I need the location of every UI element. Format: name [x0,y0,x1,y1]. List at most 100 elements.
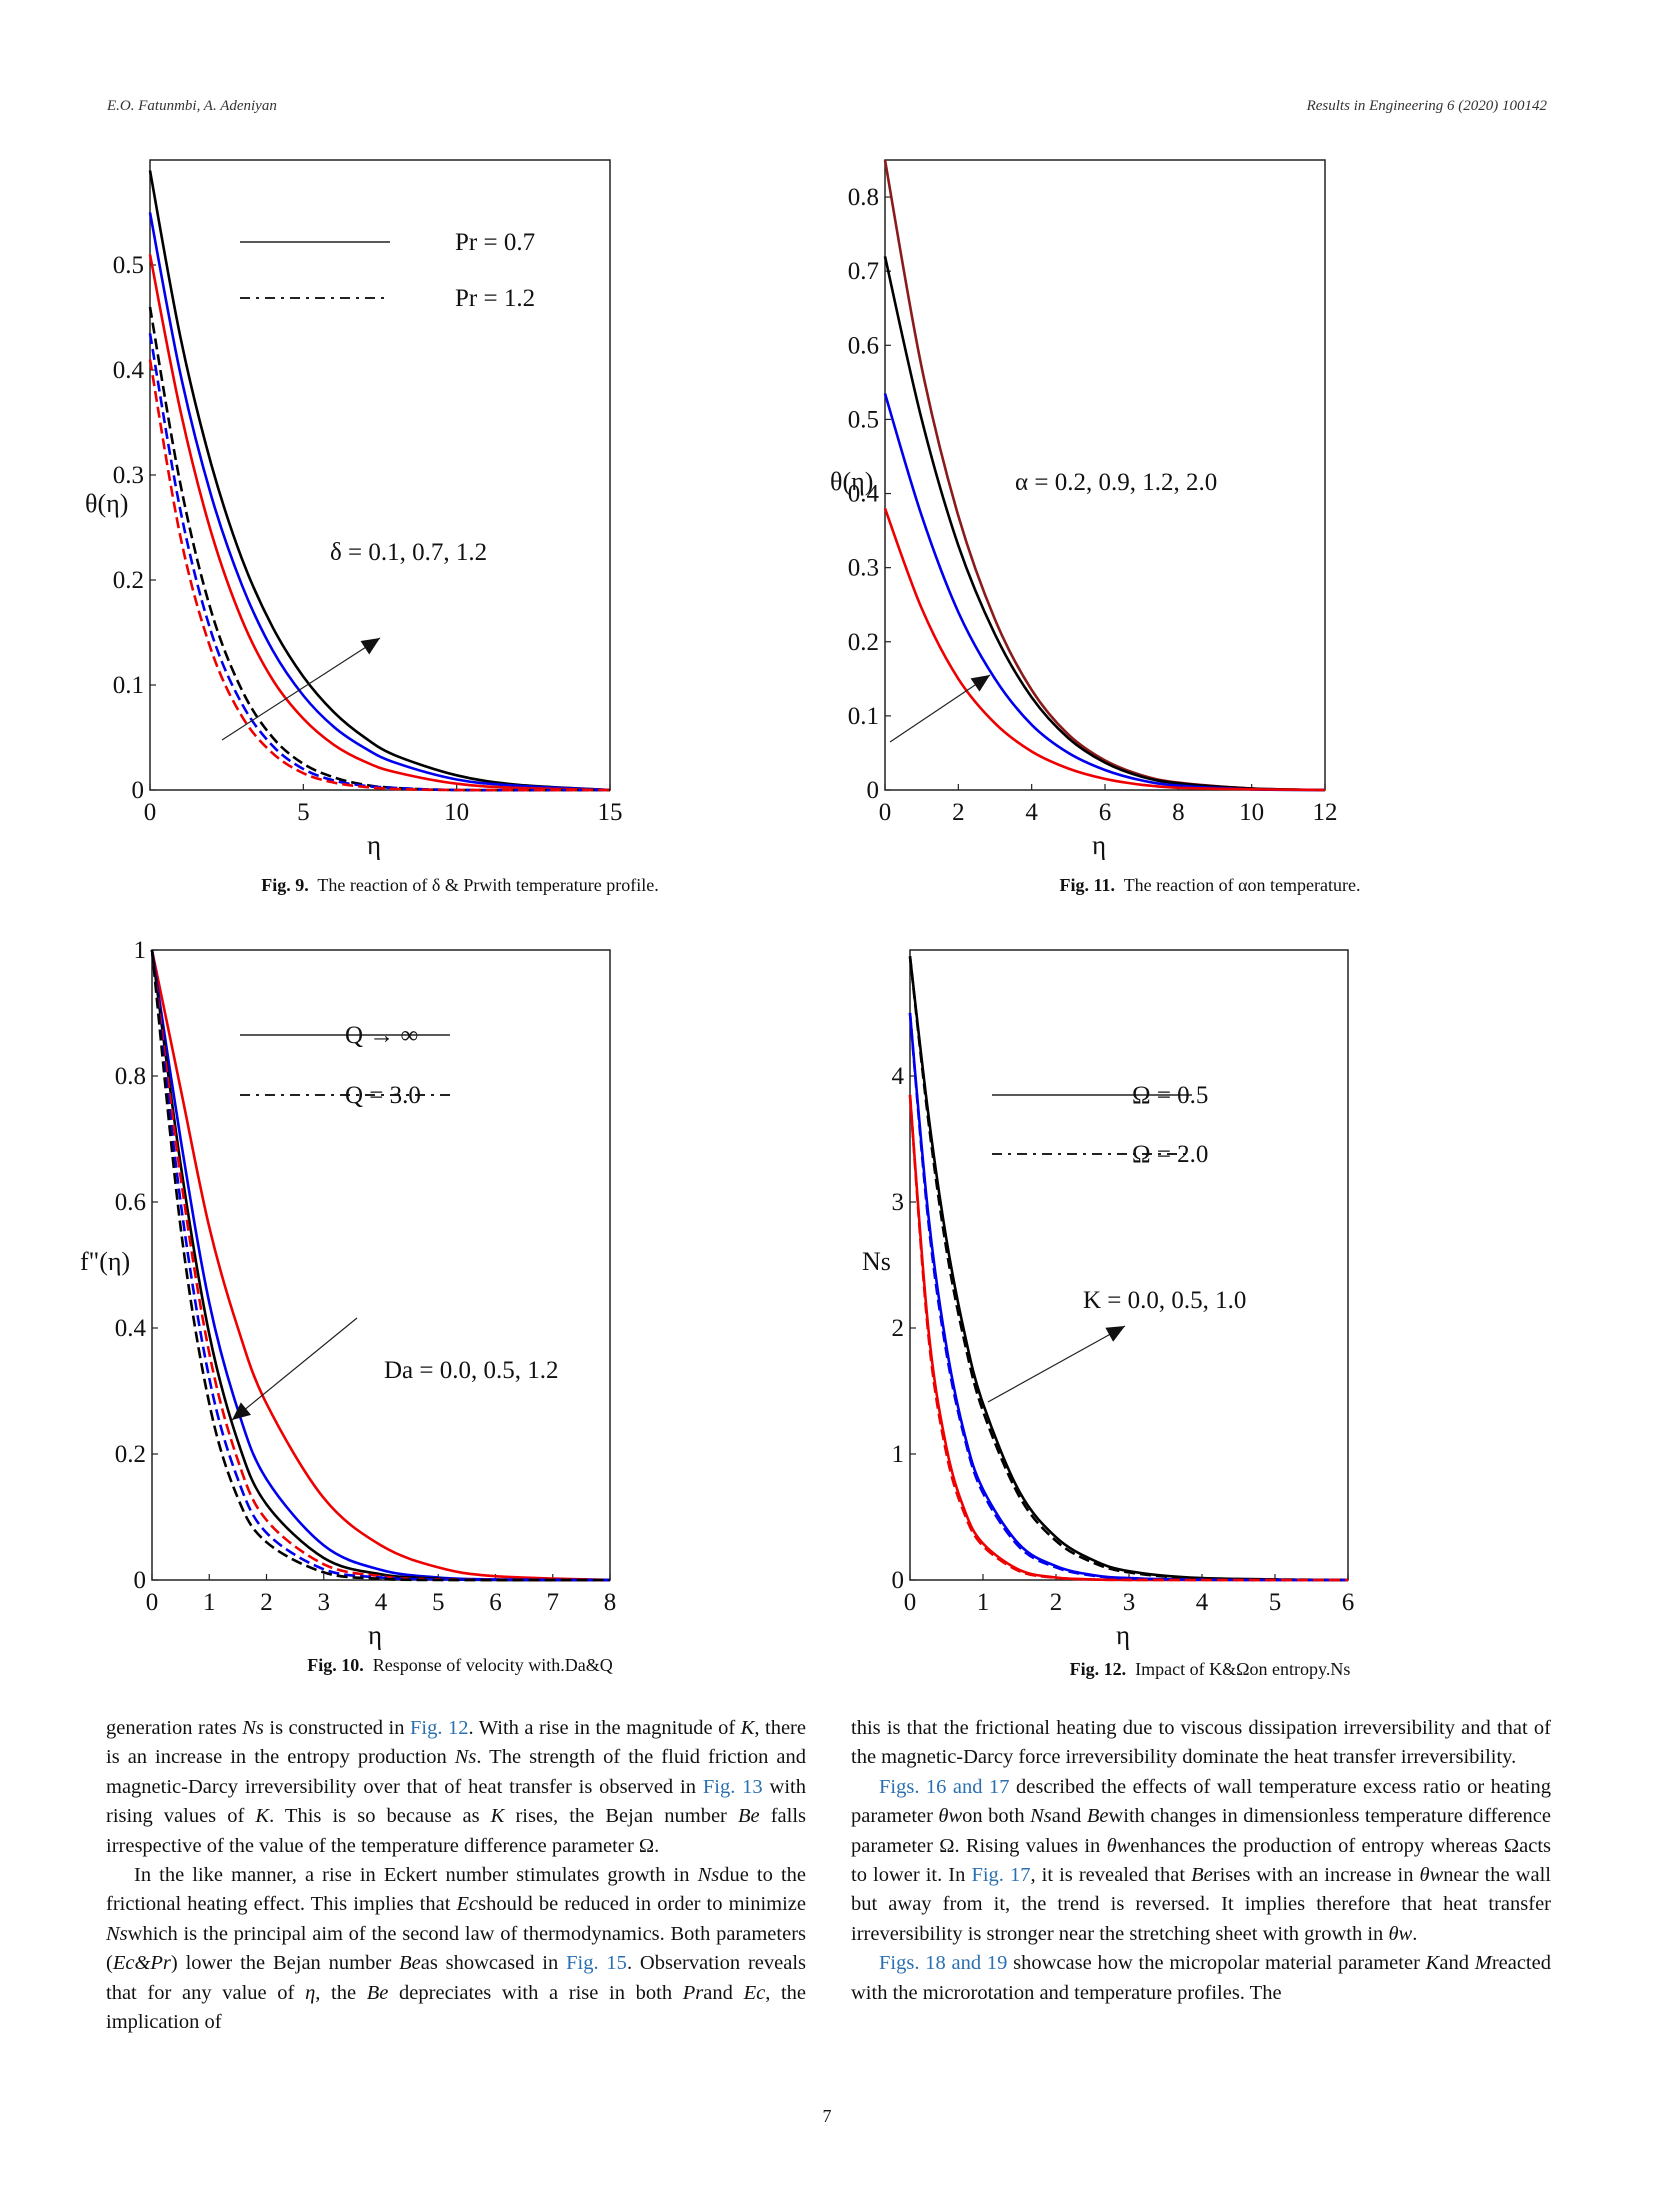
text-run: on both [962,1805,1031,1828]
y-tick-label: 2 [892,1315,905,1342]
text-run: near the wall but away from it, the tren… [851,1864,1551,1945]
text-run: In the like manner, a rise in Eckert num… [134,1864,698,1887]
trend-arrow-line [221,637,381,741]
text-run: . The strength of the fluid friction and… [106,1746,806,1798]
y-tick-label: 0 [132,777,145,804]
text-run: M [1474,1952,1492,1975]
text-run: reacted with the microrotation and tempe… [851,1952,1551,2004]
paragraph: Figs. 18 and 19 showcase how the micropo… [851,1949,1551,2008]
text-run: enhances the production of entropy where… [851,1834,1551,1887]
cross-reference-link[interactable]: Figs. 16 and 17 [879,1775,1010,1798]
x-tick-label: 2 [260,1589,273,1616]
y-tick-label: 0.8 [848,184,879,211]
series-line [883,393,1326,792]
y-tick-label: 0.7 [848,258,879,285]
x-tick-label: 6 [1099,799,1112,826]
paragraph: this is that the frictional heating due … [851,1714,1551,1773]
x-tick-label: 1 [203,1589,216,1616]
text-run: Be [1086,1805,1109,1828]
x-tick-label: 3 [1123,1589,1136,1616]
series-line [150,949,611,1582]
series-line [883,256,1326,792]
y-tick-label: 4 [892,1063,905,1090]
y-tick-label: 0 [892,1567,905,1594]
body-text-left-column: generation rates Ns is constructed in Fi… [106,1714,806,2037]
y-tick-label: 0.2 [848,629,879,656]
y-tick-label: 0.3 [113,462,144,489]
parameter-annotation: K = 0.0, 0.5, 1.0 [1083,1287,1246,1314]
cross-reference-link[interactable]: Fig. 13 [702,1775,763,1798]
text-run: generation rates [106,1717,243,1739]
figure-12-caption: Fig. 12. Impact of K&Ωon entropy.Ns [850,1659,1570,1680]
cross-reference-link[interactable]: Fig. 12 [409,1717,469,1739]
series-line [908,956,1349,1582]
text-run: Ec [743,1981,766,2004]
text-run: this is that the frictional heating due … [851,1717,1551,1769]
text-run: should be reduced in order to minimize [478,1893,807,1916]
plot-frame [909,949,1349,1581]
text-run: Ns [1030,1805,1052,1828]
x-tick-label: 4 [375,1589,388,1616]
figure-12-caption-label: Fig. 12. [1069,1659,1127,1679]
figure-10-caption: Fig. 10. Response of velocity with.Da&Q [100,1655,820,1676]
text-run: , the [315,1981,367,2004]
legend-dashed-label: Q = 3.0 [345,1082,421,1109]
figure-10: 0 1 2 3 4 5 6 7 8 0 0.2 0.4 0.6 0.8 1 η f"(η) Q → ∞ Q = 3.… [80,937,820,1660]
text-run: Be [399,1952,421,1975]
text-run: described the effects of wall temperatur… [851,1775,1551,1828]
text-run: . [1412,1922,1418,1945]
text-run: Be [1191,1864,1213,1887]
text-run: . With a rise in the magnitude of [468,1717,741,1739]
x-tick-label: 8 [604,1589,617,1616]
figure-10-caption-label: Fig. 10. [307,1655,364,1675]
x-tick-label: 8 [1172,799,1185,826]
text-run: θw [938,1805,963,1828]
text-run: K [255,1805,270,1828]
text-run: as showcased in [420,1952,567,1975]
trend-arrow-head [232,1402,252,1420]
y-tick-label: 0.8 [115,1063,146,1090]
y-tick-label: 0.6 [115,1189,146,1216]
running-header-authors: E.O. Fatunmbi, A. Adeniyan [107,98,277,114]
figure-10-plot: 0 1 2 3 4 5 6 7 8 0 0.2 0.4 0.6 0.8 1 η f"(η) Q → ∞ Q = 3.… [80,937,617,1650]
x-tick-label: 3 [318,1589,331,1616]
x-tick-label: 0 [146,1589,159,1616]
plot-frame [149,159,611,791]
legend-dashed-label: Ω = 2.0 [1132,1141,1208,1168]
text-run: which is the principal aim of the second… [106,1922,806,1975]
figure-11-caption-label: Fig. 11. [1059,875,1115,895]
cross-reference-link[interactable]: Fig. 17 [971,1864,1031,1887]
figure-12: 0 1 2 3 4 5 6 0 1 2 3 4 η Ns Ω = 0.5 Ω = 2.0 K = 0.0, 0.… [850,940,1570,1660]
figure-9-caption-label: Fig. 9. [261,875,309,895]
x-axis-label: η [368,1620,382,1650]
series-line [908,1094,1348,1582]
trend-arrow-head [360,638,380,655]
x-tick-label: 10 [1239,799,1264,826]
series-line [150,949,611,1582]
y-tick-label: 0.3 [848,555,879,582]
cross-reference-link[interactable]: Fig. 15 [566,1952,627,1975]
parameter-annotation: Da = 0.0, 0.5, 1.2 [384,1357,559,1384]
series-line [148,170,611,792]
x-tick-label: 5 [432,1589,445,1616]
y-tick-label: 0.5 [848,406,879,433]
text-run: η [305,1981,316,2004]
parameter-annotation: α = 0.2, 0.9, 1.2, 2.0 [1015,469,1217,496]
y-axis-label: θ(η) [85,489,128,518]
series-line [883,507,1326,792]
text-run: falls irrespective of the value of the t… [106,1805,806,1857]
trend-arrow-head [1105,1326,1125,1342]
y-axis-label: Ns [862,1247,891,1276]
cross-reference-link[interactable]: Figs. 18 and 19 [879,1952,1008,1975]
figure-12-plot: 0 1 2 3 4 5 6 0 1 2 3 4 η Ns Ω = 0.5 Ω = 2.0 K = 0.0, 0.… [862,949,1354,1650]
text-run: is constructed in [263,1717,410,1739]
text-run: K [490,1805,505,1828]
text-run: with changes in dimensionless temperatur… [851,1805,1551,1857]
trend-arrow-line [889,674,991,743]
x-axis-label: η [367,830,381,860]
x-tick-label: 0 [879,799,892,826]
y-tick-label: 0.6 [848,332,879,359]
series-line [908,1094,1348,1582]
x-tick-label: 10 [444,799,469,826]
running-header-journal: Results in Engineering 6 (2020) 100142 [1306,98,1547,114]
